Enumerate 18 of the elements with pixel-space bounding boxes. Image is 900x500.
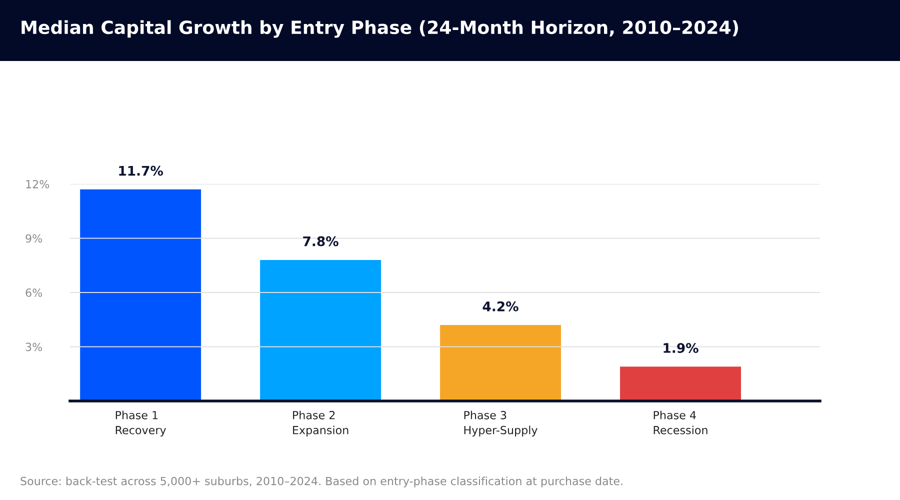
- y-tick-label: 12%: [26, 180, 50, 188]
- y-tick-label: 6%: [26, 288, 42, 297]
- data-label: 4.2%: [482, 301, 518, 312]
- x-tick-label: Phase 1 Recovery: [116, 410, 166, 436]
- data-label: 7.8%: [303, 236, 338, 246]
- bar: [80, 189, 202, 401]
- y-tick-label: 9%: [26, 234, 42, 243]
- y-tick-label: 3%: [26, 342, 42, 352]
- bar: [620, 366, 741, 401]
- source-note: Source: back-test across 5,000+ suburbs, 2010–2024. Based on entry-phase classification at purchase date.: [20, 476, 622, 488]
- x-tick-label: Phase 3 Hyper-Supply: [464, 410, 538, 436]
- x-tick-label: Phase 2 Expansion: [293, 410, 348, 436]
- bar: [260, 260, 382, 401]
- bar: [440, 325, 561, 401]
- data-label: 1.9%: [664, 342, 698, 353]
- chart-title: Median Capital Growth by Entry Phase (24-Month Horizon, 2010–2024): [22, 20, 738, 38]
- x-tick-label: Phase 4 Recession: [654, 410, 708, 434]
- data-label: 11.7%: [119, 166, 164, 176]
